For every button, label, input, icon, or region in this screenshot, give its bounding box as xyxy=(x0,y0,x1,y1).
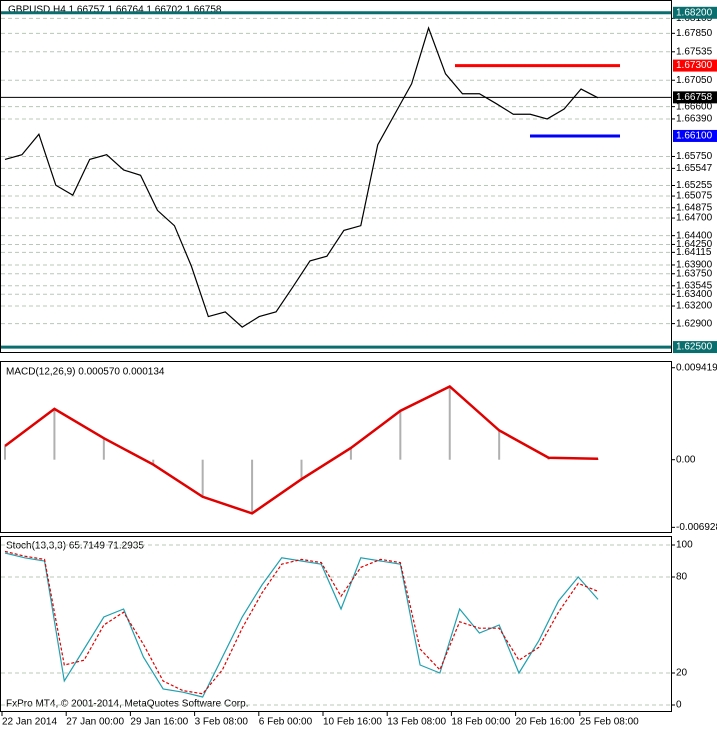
price-panel xyxy=(0,0,672,353)
level-label-box xyxy=(673,341,717,354)
level-label: 1.67300 xyxy=(676,60,713,71)
y-tick-label: 80 xyxy=(676,572,688,583)
y-tick-label: 1.65255 xyxy=(676,180,713,191)
y-tick-label: 1.66600 xyxy=(676,101,713,112)
y-tick-label: 1.63200 xyxy=(676,301,713,312)
y-tick-label: 1.64400 xyxy=(676,230,713,241)
level-label: 1.66100 xyxy=(676,131,713,142)
y-tick-label: 1.64250 xyxy=(676,239,713,250)
series-line xyxy=(4,384,599,515)
macd-label: MACD(12,26,9) 0.000570 0.000134 xyxy=(6,367,165,378)
level-label-box xyxy=(673,6,717,19)
y-tick-label: 1.65547 xyxy=(676,163,713,174)
x-tick-label: 13 Feb 08:00 xyxy=(387,717,446,728)
copyright: FxPro MT4, © 2001-2014, MetaQuotes Softw… xyxy=(6,699,248,710)
y-tick-label: 1.64875 xyxy=(676,202,713,213)
x-tick-label: 3 Feb 08:00 xyxy=(195,717,249,728)
y-tick-label: 1.67850 xyxy=(676,28,713,39)
level-label: 1.62500 xyxy=(676,342,713,353)
x-tick-label: 10 Feb 16:00 xyxy=(323,717,382,728)
x-tick-label: 25 Feb 08:00 xyxy=(580,717,639,728)
x-tick-label: 6 Feb 00:00 xyxy=(259,717,313,728)
y-tick-label: 0.009419 xyxy=(676,362,717,373)
level-label-box xyxy=(673,129,717,142)
level-label-box xyxy=(673,59,717,72)
y-tick-label: 100 xyxy=(676,540,693,551)
y-tick-label: 0 xyxy=(676,700,682,711)
y-tick-label: 20 xyxy=(676,668,688,679)
level-label: 1.66758 xyxy=(676,92,713,103)
y-tick-label: 1.63750 xyxy=(676,268,713,279)
y-tick-label: 1.65750 xyxy=(676,151,713,162)
y-tick-label: 1.67535 xyxy=(676,46,713,57)
y-tick-label: 1.63400 xyxy=(676,289,713,300)
level-label-box xyxy=(673,91,717,104)
macd-panel xyxy=(0,361,672,533)
chart-header: GBPUSD,H4 1.66757 1.66764 1.66702 1.6675… xyxy=(8,5,222,16)
level-label: 1.68200 xyxy=(676,7,713,18)
y-tick-label: 1.67050 xyxy=(676,75,713,86)
x-tick-label: 22 Jan 2014 xyxy=(2,717,57,728)
y-tick-label: 1.63900 xyxy=(676,260,713,271)
x-tick-label: 18 Feb 00:00 xyxy=(451,717,510,728)
series-line xyxy=(4,26,599,328)
y-tick-label: 1.64700 xyxy=(676,213,713,224)
y-tick-label: 1.66390 xyxy=(676,114,713,125)
x-tick-label: 20 Feb 16:00 xyxy=(516,717,575,728)
x-tick-label: 27 Jan 00:00 xyxy=(66,717,124,728)
y-tick-label: 0.00 xyxy=(676,454,696,465)
series-line xyxy=(4,550,599,695)
y-tick-label: 1.62900 xyxy=(676,318,713,329)
stoch-label: Stoch(13,3,3) 65.7149 71.2935 xyxy=(6,541,144,552)
y-tick-label: 1.63545 xyxy=(676,280,713,291)
y-tick-label: 1.64115 xyxy=(676,247,712,258)
x-tick-label: 29 Jan 16:00 xyxy=(130,717,188,728)
stoch-panel xyxy=(0,536,672,712)
y-tick-label: 1.65075 xyxy=(676,191,713,202)
series-line xyxy=(4,552,599,698)
y-tick-label: -0.006928 xyxy=(676,522,717,533)
